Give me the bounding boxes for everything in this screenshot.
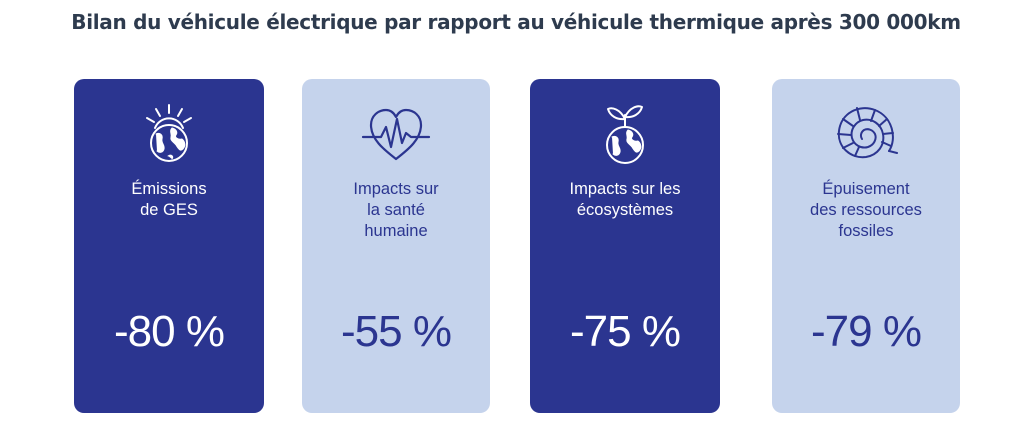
- page-title: Bilan du véhicule électrique par rapport…: [71, 10, 961, 34]
- ammonite-fossil-icon: [772, 101, 960, 167]
- card-label: Émissions de GES: [131, 180, 207, 219]
- card-fossil-resources: Épuisement des ressources fossiles -79 %: [772, 79, 960, 413]
- card-label: Épuisement des ressources fossiles: [810, 180, 922, 240]
- card-ghg-emissions: Émissions de GES -80 %: [74, 79, 264, 413]
- card-value: -75 %: [570, 307, 681, 356]
- card-ecosystems: Impacts sur les écosystèmes -75 %: [530, 79, 720, 413]
- card-label: Impacts sur la santé humaine: [353, 180, 439, 240]
- card-value: -80 %: [114, 307, 225, 356]
- card-value: -55 %: [341, 307, 452, 356]
- card-value: -79 %: [811, 307, 922, 356]
- earth-sun-icon: [74, 101, 264, 167]
- card-label: Impacts sur les écosystèmes: [569, 180, 681, 219]
- heartbeat-icon: [302, 101, 490, 167]
- earth-sprout-icon: [530, 101, 720, 167]
- card-human-health: Impacts sur la santé humaine -55 %: [302, 79, 490, 413]
